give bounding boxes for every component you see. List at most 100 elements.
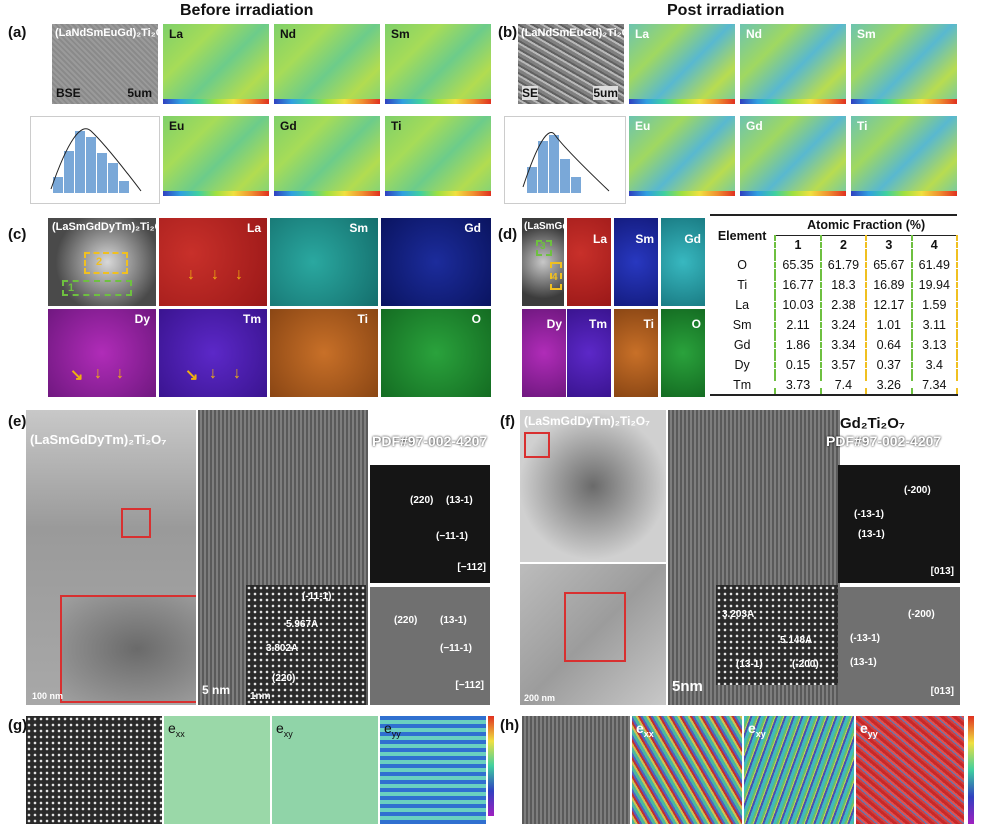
region-3-label: 3: [540, 241, 546, 252]
zone-axis-label: [−112]: [455, 680, 484, 691]
table-row: Sm 2.11 3.24 1.01 3.11: [710, 315, 959, 335]
element-label: Nd: [746, 27, 762, 41]
fit-curve: [522, 132, 610, 192]
element-label: Ti: [643, 317, 654, 331]
lattice-inset-e: (-11-1) 5.967A 3.802A (220) 1nm: [246, 585, 366, 705]
spot-label: (13-1): [858, 529, 885, 540]
element-cell: Tm: [733, 377, 752, 392]
scale-bar-label: 5nm: [672, 678, 703, 695]
eds-map-Gd: Gd: [381, 218, 491, 306]
compound-label: (LaSmGdDyTm)₂Ti₂O₇: [30, 432, 167, 447]
hist-bar: [64, 151, 74, 193]
value-cell: 61.49: [910, 255, 959, 275]
scale-bar-label: 5 nm: [202, 683, 231, 697]
map-La-post: La: [629, 24, 735, 104]
eds-map-Tm: Tm ↘ ↓ ↓: [159, 309, 267, 397]
eds-map-Gd-d: Gd: [661, 218, 705, 306]
spot-label: (13-1): [850, 657, 877, 668]
header-before-irradiation: Before irradiation: [180, 2, 314, 19]
scale-bar-label: 100 nm: [32, 691, 64, 701]
spot-label: (-200): [904, 485, 931, 496]
region-1-box: [62, 280, 132, 296]
strain-source-image-g: [26, 716, 162, 824]
value-cell: 0.64: [865, 335, 913, 355]
value-cell: 0.15: [774, 355, 822, 375]
element-label: Nd: [280, 27, 296, 41]
strain-map-eyy-h: eyy: [856, 716, 964, 824]
eds-map-Sm-d: Sm: [614, 218, 658, 306]
column-header: 3: [865, 235, 913, 255]
zone-axis-label: [013]: [930, 686, 954, 697]
element-label: Tm: [243, 312, 261, 326]
element-label: Gd: [746, 119, 763, 133]
value-cell: 1.59: [910, 295, 959, 315]
tem-image-f-lower: 200 nm: [520, 564, 666, 705]
colorbar: [163, 99, 269, 104]
colorbar: [385, 99, 491, 104]
spot-label: (-13-1): [850, 633, 881, 644]
colorbar: [629, 191, 735, 196]
strain-colorbar-g: [488, 716, 494, 816]
histogram-svg: [50, 128, 142, 193]
element-cell: O: [737, 258, 748, 272]
strain-label: exy: [748, 720, 766, 739]
element-label: Tm: [589, 317, 607, 331]
zoom-box: [524, 432, 550, 458]
map-La-before: La: [163, 24, 269, 104]
element-label: Ti: [357, 312, 368, 326]
map-Sm-post: Sm: [851, 24, 957, 104]
compound-label: (LaNdSmEuGd)₂Ti₂O₇: [55, 27, 158, 39]
compound-label: (LaSmGdDyTm)₂Ti₂O₇: [52, 221, 156, 233]
column-header: 4: [910, 235, 959, 255]
value-cell: 1.86: [774, 335, 822, 355]
element-label: La: [169, 27, 184, 41]
eds-map-O: O: [381, 309, 491, 397]
hist-bar: [119, 181, 129, 193]
arrow-icon: ↘: [185, 367, 199, 384]
strain-label: exx: [636, 720, 654, 739]
value-cell: 10.03: [774, 295, 822, 315]
value-cell: 3.11: [910, 315, 959, 335]
panel-label-h: (h): [500, 717, 520, 734]
element-label: La: [635, 27, 650, 41]
element-header: Element: [717, 228, 767, 243]
spot-label: (−11-1): [440, 643, 472, 654]
table-row: Gd 1.86 3.34 0.64 3.13: [710, 335, 959, 355]
tem-image-f-upper: (LaSmGdDyTm)₂Ti₂O₇: [520, 410, 666, 562]
element-cell: La: [735, 298, 750, 312]
fit-curve: [50, 128, 142, 192]
spot-label: (220): [410, 495, 434, 506]
map-Sm-before: Sm: [385, 24, 491, 104]
arrow-icon: ↓: [235, 266, 243, 283]
element-cell: Gd: [733, 338, 751, 352]
element-cell: Ti: [737, 278, 748, 292]
table-body: O 65.35 61.79 65.67 61.49 Ti 16.77 18.3 16.89 19.…: [710, 255, 959, 395]
header-post-irradiation: Post irradiation: [667, 2, 785, 19]
hist-bar: [108, 163, 118, 193]
panel-label-d: (d): [498, 226, 518, 243]
d-spacing-label: 3.203A: [722, 609, 755, 620]
element-cell: Sm: [732, 318, 752, 332]
value-cell: 3.34: [819, 335, 868, 355]
colorbar: [851, 191, 957, 196]
colorbar: [740, 99, 846, 104]
panel-label-b: (b): [498, 24, 518, 41]
scale-bar-label: 5um: [593, 86, 618, 100]
scale-bar-label: 200 nm: [524, 693, 556, 703]
spot-label: (-13-1): [854, 509, 885, 520]
table-row: O 65.35 61.79 65.67 61.49: [710, 255, 959, 275]
grain-size-histogram-post: [504, 116, 626, 204]
region-3-box: [536, 240, 552, 256]
spot-label: (13-1): [446, 495, 473, 506]
region-2-label: 2: [96, 256, 103, 268]
map-Ti-post: Ti: [851, 116, 957, 196]
atomic-fraction-table: Element Atomic Fraction (%) 1 2 3 4 O 65.…: [710, 214, 959, 396]
element-label: Sm: [857, 27, 876, 41]
value-cell: 16.77: [774, 275, 822, 295]
element-label: Gd: [684, 232, 701, 246]
element-label: Eu: [635, 119, 651, 133]
table-row: La 10.03 2.38 12.17 1.59: [710, 295, 959, 315]
panel-label-c: (c): [8, 226, 27, 243]
arrow-icon: ↓: [94, 365, 102, 382]
element-label: Sm: [391, 27, 410, 41]
